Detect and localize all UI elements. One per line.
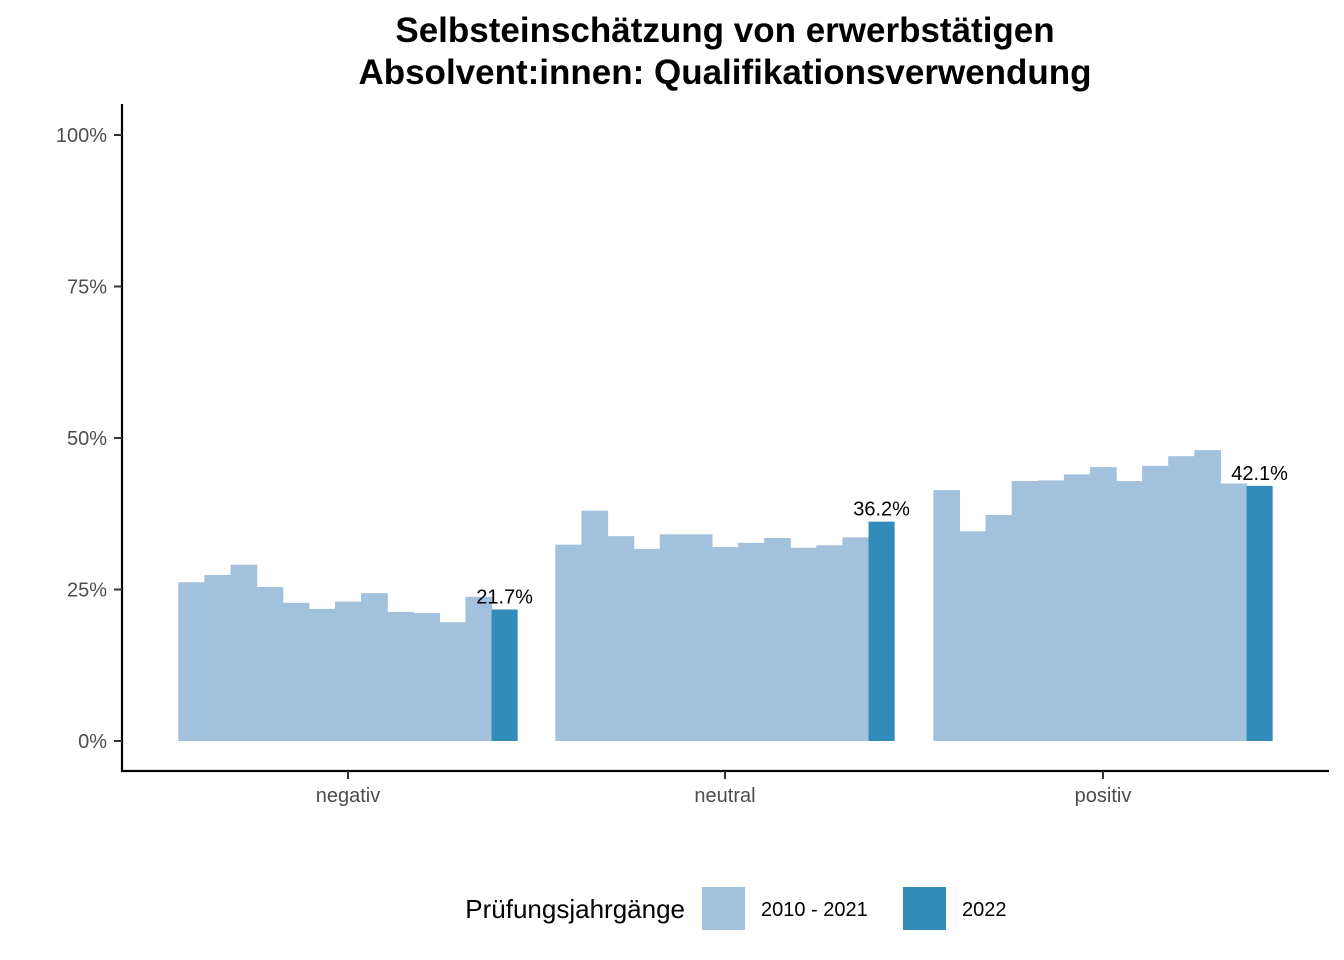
y-tick-label-50: 50% bbox=[67, 428, 107, 450]
chart-title-line-2: Absolvent:innen: Qualifikationsverwendun… bbox=[358, 53, 1091, 92]
bar-negativ-hist-4 bbox=[256, 587, 284, 741]
bar-negativ-hist-2 bbox=[204, 574, 232, 741]
bar-positiv-hist-8 bbox=[1116, 481, 1143, 741]
bar-neutral-hist-9 bbox=[764, 537, 791, 741]
chart-title: Selbsteinschätzung von erwerbstätigen Ab… bbox=[358, 11, 1091, 92]
bar-negativ-hist-9 bbox=[387, 611, 414, 741]
bar-neutral-hist-5 bbox=[659, 534, 687, 741]
bar-neutral-2022 bbox=[868, 521, 895, 741]
bars bbox=[178, 450, 1273, 741]
bar-positiv-hist-10 bbox=[1168, 456, 1195, 741]
bar-positiv-hist-12 bbox=[1220, 483, 1248, 741]
bar-negativ-hist-12 bbox=[465, 596, 493, 741]
bar-positiv-hist-7 bbox=[1089, 467, 1117, 741]
bar-neutral-hist-12 bbox=[842, 537, 870, 741]
bar-negativ-2022 bbox=[491, 609, 518, 741]
bar-neutral-hist-4 bbox=[633, 548, 661, 741]
bar-neutral-hist-1 bbox=[555, 544, 583, 741]
y-tick-label-25: 25% bbox=[67, 580, 107, 602]
legend-title: Prüfungsjahrgänge bbox=[465, 894, 685, 924]
bar-neutral-hist-6 bbox=[685, 534, 713, 741]
bar-negativ-hist-5 bbox=[282, 602, 310, 741]
y-tick-label-75: 75% bbox=[67, 277, 107, 299]
data-labels: 21.7% 36.2% 42.1% bbox=[476, 463, 1288, 609]
bar-positiv-hist-2 bbox=[959, 531, 987, 741]
bar-negativ-hist-7 bbox=[334, 601, 362, 741]
legend-swatch-2010-2021 bbox=[702, 887, 745, 930]
bar-negativ-hist-3 bbox=[230, 564, 258, 741]
bar-neutral-hist-2 bbox=[581, 510, 609, 741]
legend-swatch-2022 bbox=[903, 887, 946, 930]
bar-neutral-hist-11 bbox=[816, 545, 844, 741]
x-tick-label-negativ: negativ bbox=[316, 785, 381, 807]
data-label-neutral-2022: 36.2% bbox=[853, 499, 910, 521]
bar-positiv-hist-11 bbox=[1194, 450, 1222, 741]
bar-positiv-hist-5 bbox=[1037, 480, 1065, 741]
bar-negativ-hist-1 bbox=[178, 582, 206, 741]
x-tick-label-neutral: neutral bbox=[694, 785, 755, 807]
bar-positiv-2022 bbox=[1246, 485, 1273, 741]
bar-negativ-hist-8 bbox=[361, 593, 388, 741]
bar-neutral-hist-10 bbox=[790, 547, 817, 741]
bar-positiv-hist-4 bbox=[1011, 481, 1039, 741]
bar-positiv-hist-6 bbox=[1063, 474, 1091, 741]
data-label-positiv-2022: 42.1% bbox=[1231, 463, 1288, 485]
y-axis-ticks: 0% 25% 50% 75% 100% bbox=[56, 125, 122, 753]
bar-negativ-hist-6 bbox=[308, 608, 336, 741]
x-axis-ticks: negativ neutral positiv bbox=[316, 771, 1132, 807]
x-tick-label-positiv: positiv bbox=[1075, 785, 1132, 807]
bar-negativ-hist-10 bbox=[413, 613, 440, 741]
bar-positiv-hist-3 bbox=[985, 514, 1013, 741]
bar-neutral-hist-3 bbox=[607, 536, 635, 741]
bar-neutral-hist-8 bbox=[738, 542, 765, 741]
y-tick-label-0: 0% bbox=[78, 731, 107, 753]
bar-positiv-hist-1 bbox=[933, 490, 961, 741]
data-label-negativ-2022: 21.7% bbox=[476, 587, 533, 609]
legend-label-2022: 2022 bbox=[962, 899, 1007, 921]
bar-positiv-hist-9 bbox=[1142, 465, 1169, 741]
legend: Prüfungsjahrgänge 2010 - 2021 2022 bbox=[465, 887, 1007, 930]
bar-negativ-hist-11 bbox=[439, 622, 467, 741]
bar-neutral-hist-7 bbox=[711, 547, 739, 741]
chart-title-line-1: Selbsteinschätzung von erwerbstätigen bbox=[395, 11, 1054, 50]
y-tick-label-100: 100% bbox=[56, 125, 107, 147]
legend-label-2010-2021: 2010 - 2021 bbox=[761, 899, 868, 921]
